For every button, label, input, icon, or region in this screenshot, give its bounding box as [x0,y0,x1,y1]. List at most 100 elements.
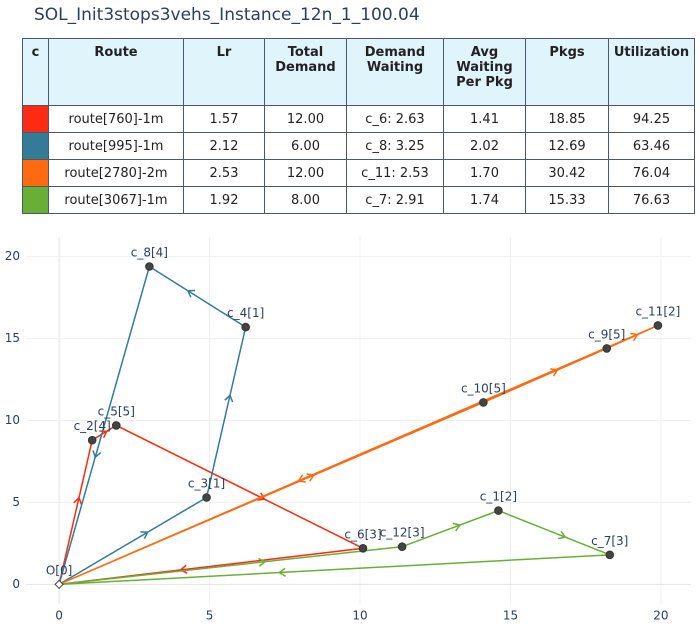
x-tick-label: 20 [653,609,668,623]
node-marker [397,542,407,551]
table-cell: route[2780]-2m [48,159,184,187]
node-marker [602,344,612,353]
header-cell: c [22,38,49,106]
direction-arrow [224,393,234,403]
y-tick-label: 15 [5,331,20,345]
direction-arrow [258,557,267,567]
color-swatch [22,105,49,133]
node-label: O[0] [46,563,72,577]
node-label: c_12[3] [380,526,425,540]
node-marker [241,322,250,332]
node-marker [653,321,663,330]
table-cell: c_11: 2.53 [346,159,444,187]
header-cell: Pkgs [525,38,609,106]
table-cell: 2.53 [183,159,265,187]
header-cell: Total Demand [264,38,347,106]
direction-arrow [550,368,559,377]
table-cell: 1.57 [183,105,265,133]
direction-arrow [179,564,188,574]
node-marker [145,262,154,271]
y-tick-label: 10 [5,413,20,427]
direction-arrow [306,473,315,482]
table-row: route[3067]-1m 1.92 8.00 c_7: 2.91 1.74 15.33… [22,186,695,214]
node-label: c_3[1] [188,477,225,491]
node-label: c_6[3] [344,527,381,541]
direction-arrow [297,474,306,483]
header-cell: Lr [183,38,265,106]
direction-arrow [558,530,567,540]
title: SOL_Init3stops3vehs_Instance_12n_1_100.0… [34,5,420,25]
direction-arrow [186,289,196,298]
x-tick-label: 0 [55,609,63,623]
node-label: c_10[5] [461,381,506,395]
table-cell: route[760]-1m [48,105,184,133]
route-line [59,509,611,586]
node-marker [202,493,211,502]
table-cell: 30.42 [525,159,609,187]
node-marker [358,543,368,553]
table-cell: c_8: 3.25 [346,132,444,160]
route-plot: 0 5 10 15 20 0 5 10 15 20 O[0] c_1[2] c_2[4] c_3[1] c_… [5,237,691,623]
node-label: c_4[1] [227,306,264,320]
table-cell: 18.85 [525,105,609,133]
y-tick-label: 0 [12,577,20,591]
node-marker [605,550,615,560]
table-cell: route[3067]-1m [48,186,184,214]
header-cell: Utilization [608,38,695,106]
table-cell: 1.70 [443,159,526,187]
node-label: c_7[3] [591,534,628,548]
table-cell: c_6: 2.63 [346,105,444,133]
x-tick-label: 15 [503,609,518,623]
node-marker [494,506,503,515]
table-cell: 8.00 [264,186,347,214]
table-body: route[760]-1m 1.57 12.00 c_6: 2.63 1.41 18.85… [22,105,695,214]
x-tick-label: 5 [206,609,214,623]
table-cell: 2.02 [443,132,526,160]
x-tick-label: 10 [352,609,367,623]
node-marker [479,398,488,407]
table-cell: 94.25 [608,105,695,133]
table-cell: 1.92 [183,186,265,214]
table-cell: 76.04 [608,159,695,187]
table-cell: route[995]-1m [48,132,184,160]
direction-arrow [278,567,286,577]
table-cell: 15.33 [525,186,609,214]
depot-marker [54,579,64,590]
table-cell: 76.63 [608,186,695,214]
direction-arrow [73,496,83,505]
table-row: route[995]-1m 2.12 6.00 c_8: 3.25 2.02 12.69 6… [22,132,695,160]
table-cell: 12.69 [525,132,609,160]
color-swatch [22,186,49,214]
direction-arrow [452,522,462,532]
direction-arrow [92,450,102,459]
node-label: c_2[4] [74,419,111,433]
route-line [58,424,366,586]
table-cell: 63.46 [608,132,695,160]
node-marker [111,421,121,430]
node-label: c_5[5] [98,404,135,418]
table-row: route[2780]-2m 2.53 12.00 c_11: 2.53 1.70 30.… [22,159,695,187]
node-label: c_1[2] [480,490,517,504]
table-cell: c_7: 2.91 [346,186,444,214]
table-cell: 2.12 [183,132,265,160]
node-marker [87,435,97,445]
header-cell: Demand Waiting [346,38,444,106]
table-cell: 6.00 [264,132,347,160]
routes-table: c Route Lr Total Demand Demand Waiting Avg Wa… [22,38,695,214]
header-row: c Route Lr Total Demand Demand Waiting Avg Wa… [22,38,695,106]
color-swatch [22,132,49,160]
y-tick-label: 5 [12,495,20,509]
header-cell: Avg Waiting Per Pkg [443,38,526,106]
node-label: c_8[4] [131,245,168,259]
table-cell: 1.41 [443,105,526,133]
color-swatch [22,159,49,187]
table-row: route[760]-1m 1.57 12.00 c_6: 2.63 1.41 18.85… [22,105,695,133]
table-cell: 1.74 [443,186,526,214]
y-tick-label: 20 [5,249,20,263]
node-label: c_11[2] [635,304,680,318]
node-label: c_9[5] [588,327,625,341]
table-cell: 12.00 [264,159,347,187]
direction-arrow [257,492,266,501]
direction-arrow [630,332,639,342]
